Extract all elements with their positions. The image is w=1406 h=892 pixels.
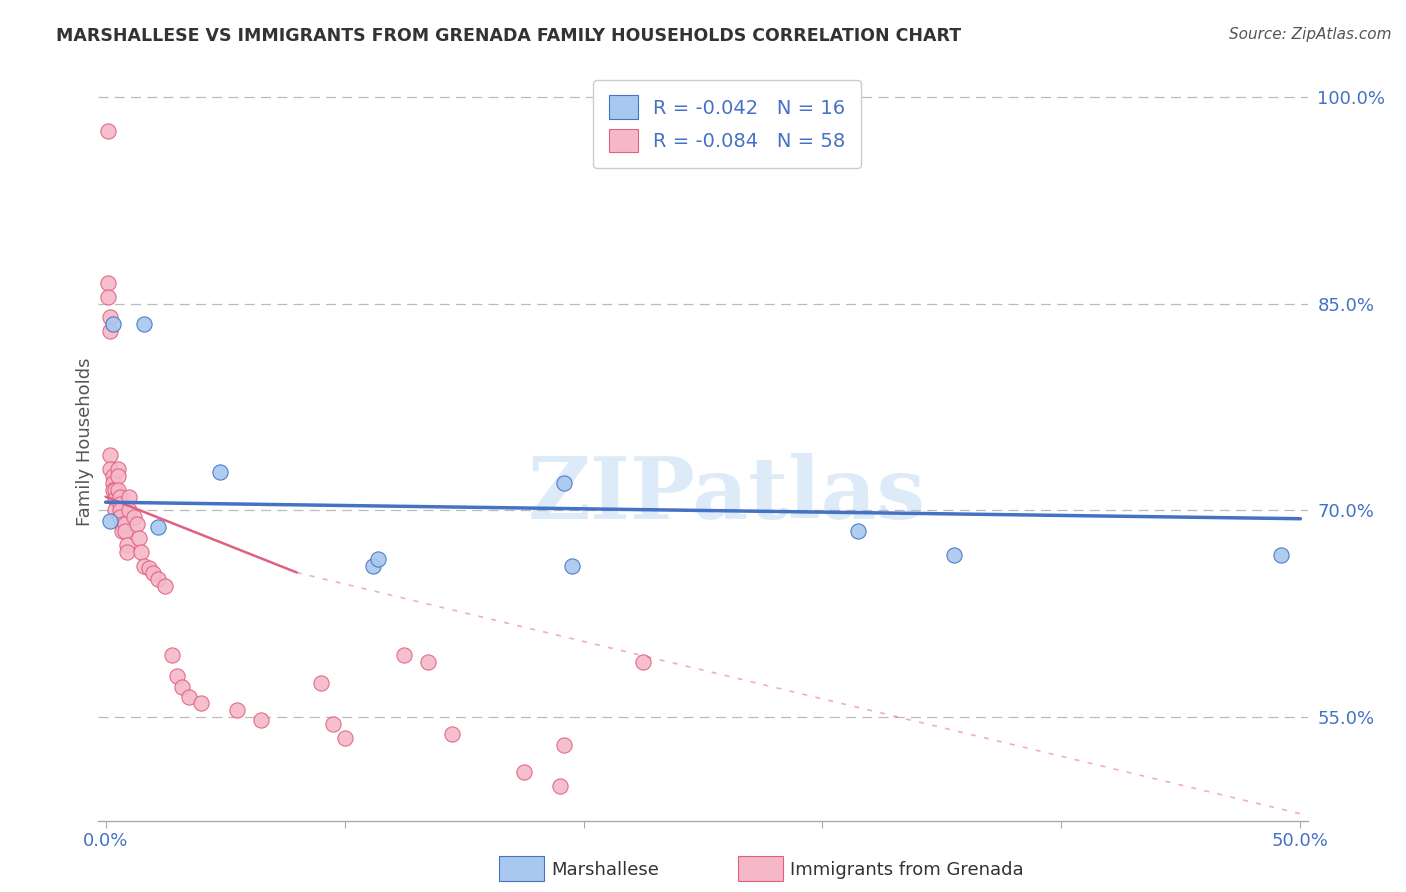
Point — [108, 497, 131, 511]
Point — [333, 731, 356, 745]
Y-axis label: Family Households: Family Households — [76, 358, 94, 525]
Point — [114, 517, 136, 532]
Point — [98, 448, 121, 462]
Point — [322, 717, 344, 731]
Legend: R = -0.042   N = 16, R = -0.084   N = 58: R = -0.042 N = 16, R = -0.084 N = 58 — [593, 79, 862, 168]
Point — [361, 558, 384, 573]
Point — [166, 669, 188, 683]
Point — [394, 648, 416, 663]
Point — [107, 462, 129, 476]
Point — [190, 697, 212, 711]
Point — [101, 475, 124, 490]
Text: Marshallese: Marshallese — [551, 861, 659, 879]
Point — [548, 779, 571, 793]
Point — [101, 318, 124, 332]
Point — [309, 675, 332, 690]
Point — [561, 558, 583, 573]
Point — [98, 324, 121, 338]
Text: MARSHALLESE VS IMMIGRANTS FROM GRENADA FAMILY HOUSEHOLDS CORRELATION CHART: MARSHALLESE VS IMMIGRANTS FROM GRENADA F… — [56, 27, 962, 45]
Point — [142, 566, 165, 580]
Point — [125, 517, 148, 532]
Point — [138, 561, 160, 575]
Point — [846, 524, 869, 538]
Point — [98, 462, 121, 476]
Point — [162, 648, 184, 663]
Point — [513, 765, 536, 780]
Point — [1270, 548, 1292, 562]
Point — [107, 469, 129, 483]
Point — [155, 579, 177, 593]
Point — [115, 545, 138, 559]
Point — [118, 490, 141, 504]
Point — [97, 276, 120, 290]
Point — [132, 558, 155, 573]
Point — [97, 290, 120, 304]
Point — [367, 551, 389, 566]
Point — [441, 727, 464, 741]
Point — [101, 483, 124, 497]
Point — [104, 492, 127, 507]
Point — [108, 503, 131, 517]
Point — [132, 318, 155, 332]
Point — [553, 475, 575, 490]
Point — [118, 503, 141, 517]
Point — [418, 655, 440, 669]
Text: Immigrants from Grenada: Immigrants from Grenada — [790, 861, 1024, 879]
Point — [114, 524, 136, 538]
Point — [111, 524, 134, 538]
Point — [179, 690, 201, 704]
Point — [111, 517, 134, 532]
Point — [131, 545, 153, 559]
Point — [209, 465, 232, 479]
Point — [104, 483, 127, 497]
Point — [250, 713, 273, 727]
Point — [942, 548, 965, 562]
Point — [128, 531, 150, 545]
Point — [98, 515, 121, 529]
Point — [97, 124, 120, 138]
Text: ZIPatlas: ZIPatlas — [529, 452, 927, 537]
Point — [101, 469, 124, 483]
Point — [108, 510, 131, 524]
Text: Source: ZipAtlas.com: Source: ZipAtlas.com — [1229, 27, 1392, 42]
Point — [107, 483, 129, 497]
Point — [108, 490, 131, 504]
Point — [122, 510, 145, 524]
Point — [146, 520, 169, 534]
Point — [98, 310, 121, 325]
Point — [115, 538, 138, 552]
Point — [633, 655, 655, 669]
Point — [104, 503, 127, 517]
Point — [553, 738, 575, 752]
Point — [170, 680, 193, 694]
Point — [146, 573, 169, 587]
Point — [226, 703, 249, 717]
